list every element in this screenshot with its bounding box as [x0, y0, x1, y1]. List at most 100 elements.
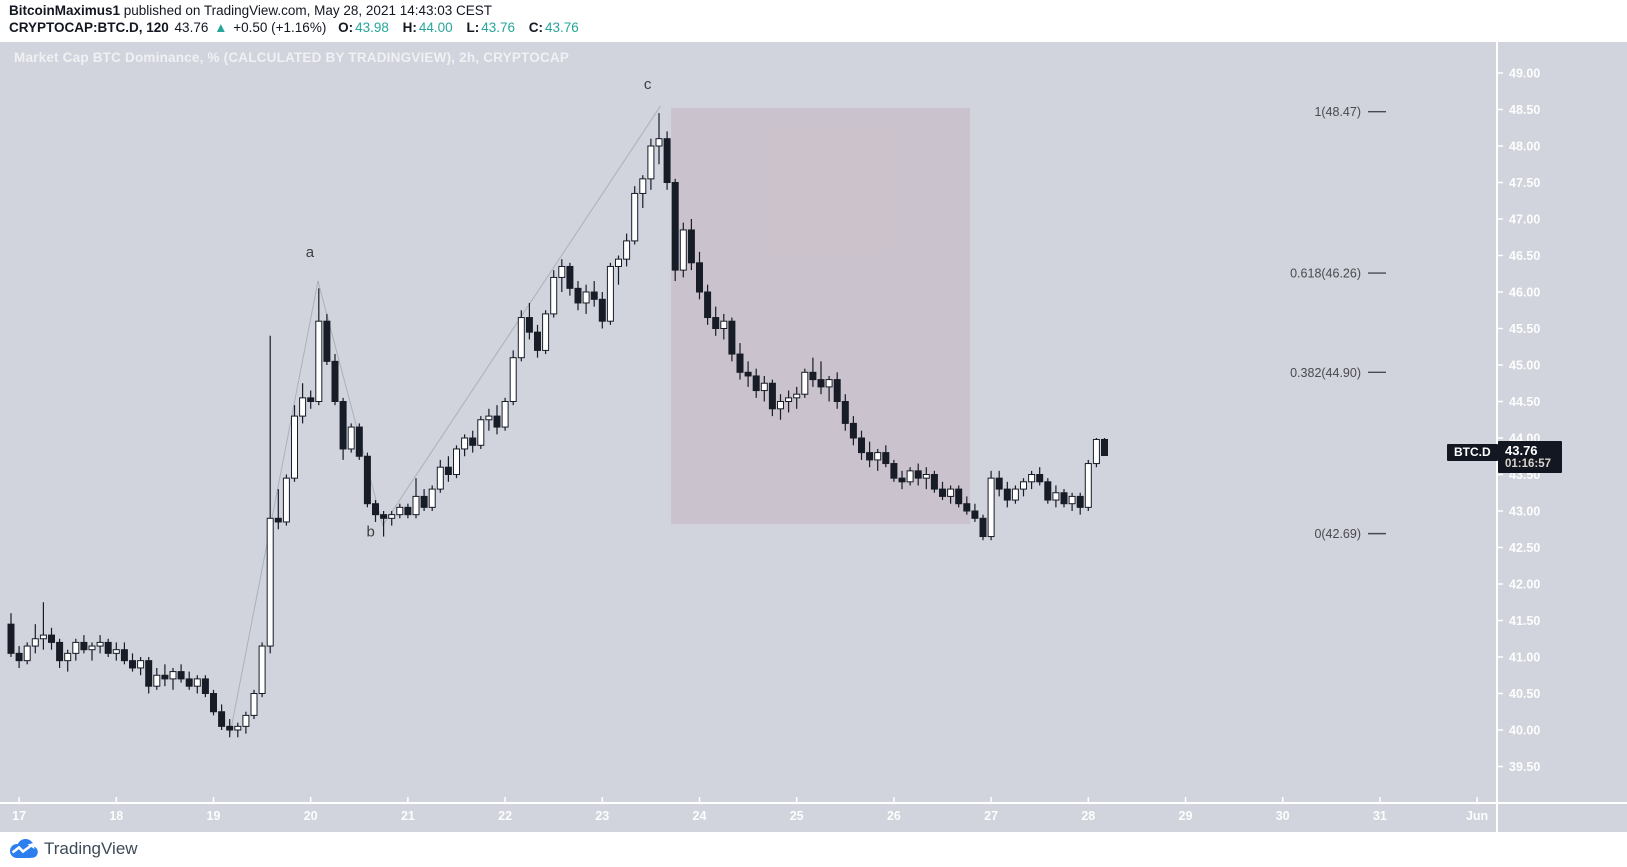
candle-body-up — [517, 317, 525, 359]
candle-body-up — [23, 645, 31, 662]
candle-body-down — [1036, 474, 1044, 483]
candle-body-down — [1076, 495, 1084, 508]
price-axis-label: 40.50 — [1509, 687, 1540, 701]
time-axis-label: 31 — [1373, 809, 1387, 823]
candle-body-down — [1044, 481, 1052, 501]
badge-countdown-timer: 01:16:57 — [1505, 458, 1552, 470]
candle-body-down — [372, 503, 379, 516]
wave-label-a[interactable]: a — [306, 244, 315, 261]
candle-body-up — [1011, 488, 1019, 501]
price-axis-label: 45.00 — [1509, 359, 1540, 373]
price-axis-label: 46.50 — [1509, 249, 1540, 263]
candle-body-down — [307, 397, 315, 403]
candle-body-down — [525, 317, 533, 333]
candle-body-down — [469, 437, 477, 446]
price-axis-label: 49.00 — [1509, 67, 1540, 81]
time-axis-label: 28 — [1081, 809, 1095, 823]
fib-level-label[interactable]: 1(48.47) — [1314, 105, 1361, 119]
candle-body-up — [1028, 474, 1036, 483]
candle-body-up — [1068, 495, 1076, 505]
price-axis-label: 41.50 — [1509, 614, 1540, 628]
wave-label-c[interactable]: c — [644, 76, 652, 93]
correction-highlight-box[interactable] — [671, 108, 971, 525]
candle-body-down — [226, 725, 234, 731]
candle-body-down — [736, 353, 744, 373]
candle-body-up — [315, 320, 323, 403]
candle-body-up — [88, 645, 96, 651]
candle-body-down — [768, 382, 776, 410]
candle-body-up — [64, 652, 72, 662]
fib-level-label[interactable]: 0.382(44.90) — [1290, 366, 1361, 380]
candle-body-down — [493, 415, 501, 428]
candle-body-up — [777, 401, 784, 410]
candle-body-down — [185, 678, 193, 687]
candle-body-down — [323, 320, 331, 362]
candle-body-down — [1060, 492, 1068, 505]
candle-body-down — [274, 517, 282, 523]
candle-body-up — [299, 397, 307, 417]
publish-text: published on TradingView.com, May 28, 20… — [120, 3, 493, 18]
candle-body-down — [1003, 488, 1011, 501]
candle-body-up — [347, 426, 355, 450]
abc-trend-line[interactable] — [229, 280, 319, 736]
candle-body-up — [639, 178, 647, 194]
candle-body-down — [218, 711, 226, 727]
wave-label-b[interactable]: b — [366, 523, 374, 540]
price-axis-label: 45.50 — [1509, 322, 1540, 336]
candle-body-down — [995, 477, 1003, 490]
candle-body-down — [380, 514, 388, 519]
candle-body-down — [177, 671, 185, 680]
candle-body-up — [169, 671, 177, 680]
candle-body-down — [890, 463, 898, 479]
price-axis-label: 43.00 — [1509, 505, 1540, 519]
candle-body-down — [15, 652, 23, 662]
candle-body-up — [801, 371, 809, 395]
badge-price-value: 43.76 — [1505, 443, 1538, 458]
price-axis-label: 41.00 — [1509, 651, 1540, 665]
candle-body-up — [234, 725, 242, 731]
candle-body-down — [809, 371, 817, 381]
candle-body-down — [210, 693, 217, 713]
candle-body-down — [355, 426, 363, 457]
candle-body-up — [477, 419, 485, 446]
time-axis-label: 18 — [109, 809, 123, 823]
up-arrow-icon: ▲ — [214, 20, 228, 35]
chart-background[interactable] — [0, 42, 1627, 832]
price-axis-label: 46.00 — [1509, 286, 1540, 300]
candle-body-down — [882, 452, 890, 465]
candle-body-up — [461, 437, 469, 450]
candle-body-down — [979, 517, 987, 538]
candle-body-down — [566, 265, 574, 289]
fib-level-label[interactable]: 0(42.69) — [1314, 527, 1361, 541]
candle-body-down — [56, 641, 64, 662]
candle-body-up — [1020, 481, 1027, 490]
candle-body-up — [606, 265, 614, 322]
candle-body-up — [720, 320, 728, 330]
tradingview-logo-icon[interactable] — [8, 838, 38, 860]
candle-body-up — [250, 693, 258, 716]
time-axis-label: 22 — [498, 809, 512, 823]
candle-body-down — [590, 291, 598, 300]
candle-body-up — [258, 645, 266, 694]
time-axis-label: 23 — [595, 809, 609, 823]
price-axis-label: 48.50 — [1509, 103, 1540, 117]
candle-body-down — [444, 466, 452, 476]
fib-level-label[interactable]: 0.618(46.26) — [1290, 267, 1361, 281]
candle-body-up — [760, 382, 768, 392]
tradingview-brand-text[interactable]: TradingView — [44, 839, 138, 858]
high-value: 44.00 — [418, 20, 453, 35]
candle-body-up — [1052, 492, 1060, 501]
candle-body-up — [153, 674, 161, 687]
candle-body-up — [615, 258, 622, 267]
candle-body-down — [898, 477, 906, 483]
candle-body-up — [291, 415, 298, 479]
time-axis-label: Jun — [1466, 809, 1488, 823]
time-axis-label: 17 — [12, 809, 26, 823]
candle-body-up — [509, 357, 517, 403]
candle-body-down — [574, 287, 582, 304]
close-label: C: — [528, 20, 544, 35]
candle-body-down — [744, 371, 752, 377]
candle-body-down — [704, 291, 712, 319]
symbol-info-bar: CRYPTOCAP:BTC.D, 120 43.76 ▲ +0.50 (+1.1… — [9, 20, 583, 35]
